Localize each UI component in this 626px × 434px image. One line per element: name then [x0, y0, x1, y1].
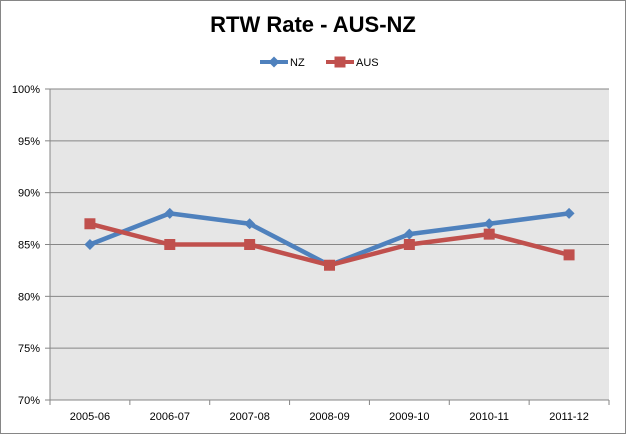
chart-title: RTW Rate - AUS-NZ	[210, 12, 416, 37]
legend-label-nz: NZ	[290, 57, 305, 69]
legend: NZ AUS	[260, 56, 379, 69]
legend-label-aus: AUS	[356, 57, 379, 69]
data-point-aus	[164, 239, 176, 250]
x-tick-label: 2010-11	[469, 411, 509, 423]
data-point-nz	[563, 207, 575, 219]
legend-marker-nz	[268, 56, 280, 68]
y-tick-label: 90%	[18, 188, 40, 200]
x-tick-label: 2008-09	[309, 411, 349, 423]
x-tick-label: 2009-10	[389, 411, 429, 423]
data-point-nz	[403, 228, 415, 240]
legend-item-aus: AUS	[326, 56, 379, 69]
series-group	[84, 207, 575, 271]
data-point-aus	[244, 239, 256, 250]
x-tick-label: 2006-07	[150, 411, 190, 423]
axes	[45, 88, 610, 405]
tick-labels: 70% 75% 80% 85% 90% 95% 100% 2005-06 2006-07 2007…	[12, 84, 589, 423]
data-point-aus	[483, 228, 495, 240]
data-point-nz	[244, 218, 256, 230]
data-point-aus	[403, 239, 415, 250]
series-aus	[84, 218, 575, 271]
y-tick-label: 70%	[18, 395, 40, 407]
data-point-nz	[164, 207, 176, 219]
x-tick-label: 2005-06	[70, 411, 110, 423]
legend-marker-aus	[334, 56, 346, 68]
data-point-nz	[483, 218, 495, 230]
y-tick-label: 80%	[18, 291, 40, 303]
data-point-aus	[563, 249, 575, 261]
x-tick-label: 2007-08	[229, 411, 269, 423]
data-point-nz	[84, 239, 96, 250]
y-tick-label: 75%	[18, 343, 40, 355]
legend-item-nz: NZ	[260, 56, 305, 69]
data-point-aus	[84, 218, 96, 230]
x-tick-label: 2011-12	[549, 411, 589, 423]
data-point-aus	[324, 259, 335, 271]
y-tick-label: 85%	[18, 240, 40, 252]
y-tick-label: 100%	[12, 84, 40, 96]
y-tick-label: 95%	[18, 136, 40, 148]
